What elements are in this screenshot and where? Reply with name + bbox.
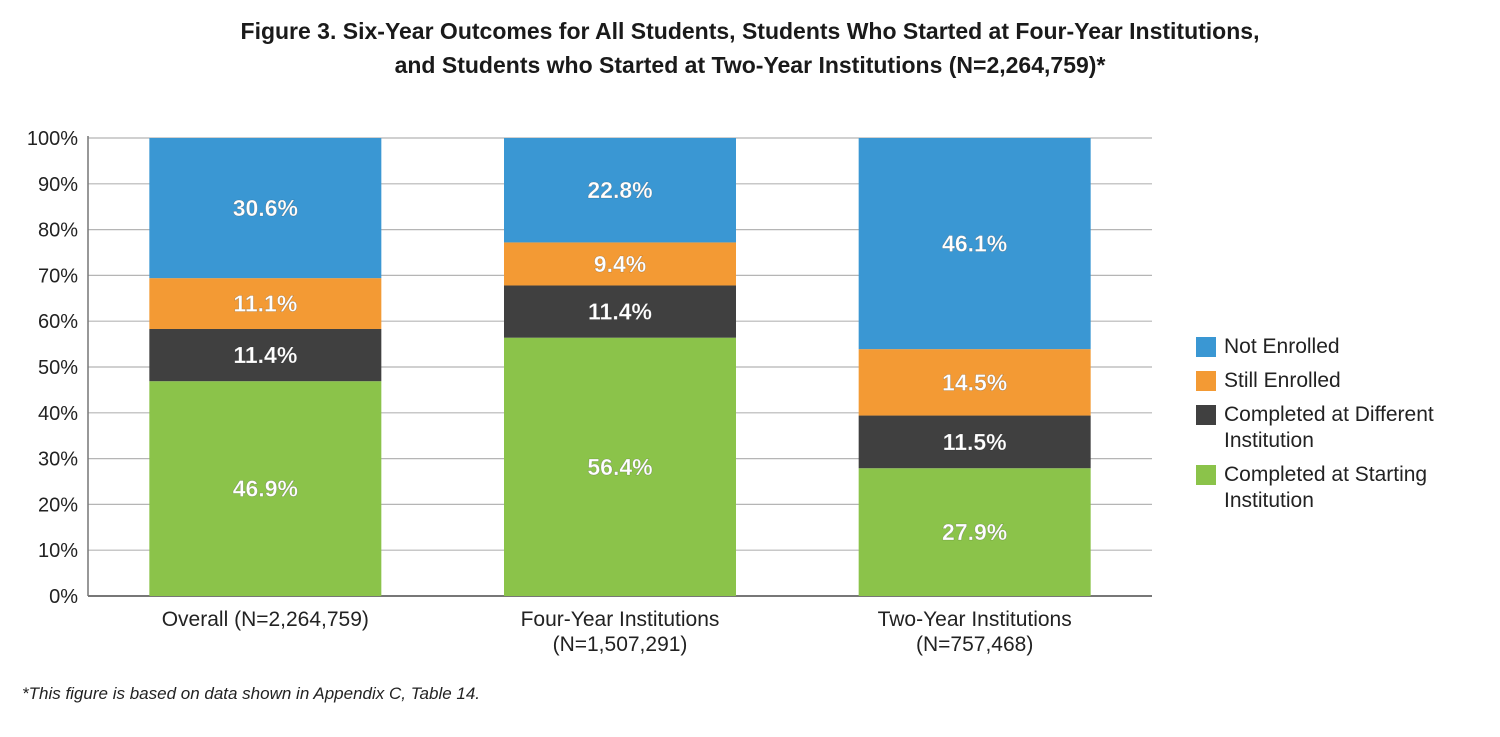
legend-label-still-enrolled: Still Enrolled — [1224, 369, 1341, 392]
bar-data-label: 11.5% — [943, 429, 1007, 455]
legend-label-completed-starting: Completed at Starting Institution — [1224, 463, 1428, 512]
legend-label-not-enrolled: Not Enrolled — [1224, 335, 1340, 358]
x-category-label: Two-Year Institutions — [878, 608, 1072, 631]
bar-segment — [858, 468, 1091, 596]
x-category-label: (N=757,468) — [916, 633, 1033, 656]
bar-segment — [504, 337, 736, 596]
y-tick-label: 30% — [38, 449, 78, 471]
legend-item-still-enrolled: Still Enrolled — [1196, 368, 1496, 394]
bar-segment — [149, 138, 382, 279]
bar-segment — [858, 415, 1091, 469]
legend-item-completed-starting: Completed at Starting Institution — [1196, 462, 1496, 514]
chart-title: Figure 3. Six-Year Outcomes for All Stud… — [0, 14, 1500, 82]
bar-data-label: 46.9% — [233, 476, 298, 502]
legend-swatch-completed-starting — [1196, 465, 1216, 485]
bar-data-label: 27.9% — [942, 519, 1007, 545]
bar-segment — [149, 278, 382, 329]
y-tick-label: 20% — [38, 494, 78, 516]
bar-data-label: 22.8% — [587, 177, 652, 203]
bar-data-label: 9.4% — [594, 251, 646, 277]
y-tick-label: 60% — [38, 311, 78, 333]
legend-label-completed-different: Completed at Different Institution — [1224, 403, 1434, 452]
bar-data-label: 11.4% — [233, 342, 297, 368]
bar-segment — [858, 349, 1091, 416]
chart-legend: Not Enrolled Still Enrolled Completed at… — [1196, 334, 1496, 522]
bar-segment — [504, 242, 736, 286]
legend-item-completed-different: Completed at Different Institution — [1196, 402, 1496, 454]
bar-segment — [149, 328, 382, 382]
y-tick-label: 50% — [38, 357, 78, 379]
chart-title-line-2: and Students who Started at Two-Year Ins… — [394, 52, 1106, 78]
bar-data-label: 11.4% — [588, 299, 652, 325]
legend-swatch-not-enrolled — [1196, 337, 1216, 357]
bar-data-label: 14.5% — [942, 369, 1007, 395]
legend-swatch-still-enrolled — [1196, 371, 1216, 391]
chart-title-line-1: Figure 3. Six-Year Outcomes for All Stud… — [240, 18, 1260, 44]
y-tick-label: 80% — [38, 220, 78, 242]
bar-data-label: 30.6% — [233, 195, 298, 221]
bar-data-label: 11.1% — [233, 291, 297, 317]
y-tick-label: 40% — [38, 403, 78, 425]
y-tick-label: 90% — [38, 174, 78, 196]
y-tick-label: 0% — [49, 586, 78, 608]
bar-segment — [149, 381, 382, 596]
footnote: *This figure is based on data shown in A… — [22, 684, 481, 703]
legend-item-not-enrolled: Not Enrolled — [1196, 334, 1496, 360]
y-tick-label: 10% — [38, 540, 78, 562]
bar-data-label: 56.4% — [587, 454, 652, 480]
y-tick-label: 70% — [38, 265, 78, 287]
x-category-label: Four-Year Institutions — [521, 608, 720, 631]
x-category-label: Overall (N=2,264,759) — [162, 608, 369, 631]
bar-segment — [504, 138, 736, 243]
bar-segment — [858, 138, 1091, 350]
bar-data-label: 46.1% — [942, 231, 1007, 257]
x-category-label: (N=1,507,291) — [553, 633, 688, 656]
legend-swatch-completed-different — [1196, 405, 1216, 425]
bar-segment — [504, 285, 736, 338]
y-tick-label: 100% — [27, 128, 78, 150]
